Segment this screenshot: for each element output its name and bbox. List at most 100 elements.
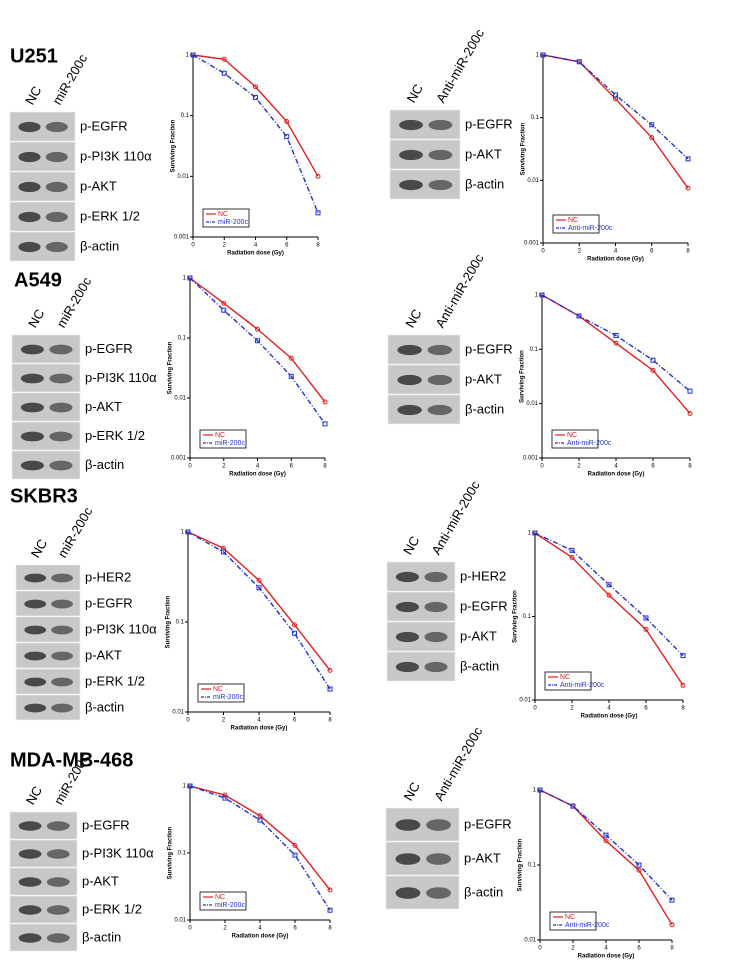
series-line — [542, 54, 689, 189]
data-point — [292, 622, 297, 628]
band-label: p-ERK 1/2 — [80, 208, 140, 223]
blot-signal — [399, 149, 423, 161]
data-point — [606, 592, 612, 598]
x-tick-label: 4 — [256, 464, 260, 470]
legend-label: Anti-miR-200c — [565, 922, 610, 929]
band-label: β-actin — [85, 699, 124, 714]
blot-signal — [24, 625, 47, 635]
y-tick-label: 0.1 — [178, 851, 187, 857]
y-tick-label: 0.1 — [528, 863, 537, 869]
x-tick-label: 8 — [316, 243, 320, 249]
data-point — [685, 185, 691, 191]
x-tick-label: 6 — [293, 718, 297, 724]
band-label: p-AKT — [85, 647, 122, 662]
series-line — [541, 294, 691, 414]
blot-signal — [45, 241, 68, 253]
data-point — [288, 373, 294, 379]
blot-signal — [51, 599, 73, 609]
blot-signal — [397, 344, 422, 356]
x-tick-label: 0 — [191, 243, 195, 249]
lane-label: NC — [28, 536, 50, 560]
data-point — [687, 410, 693, 416]
data-point — [680, 653, 686, 659]
y-tick-label: 0.01 — [172, 710, 184, 716]
lane-label: NC — [404, 81, 426, 105]
blot-signal — [45, 151, 68, 163]
x-tick-label: 0 — [188, 464, 192, 470]
lane-label: miR-200c — [55, 504, 96, 560]
blot-signal — [399, 119, 423, 131]
band-label: p-PI3K 110α — [85, 621, 157, 636]
x-tick-label: 0 — [188, 926, 192, 932]
data-point — [322, 399, 328, 405]
y-tick-label: 0.01 — [526, 401, 538, 407]
blot-signal — [424, 571, 448, 583]
y-tick-label: 0.1 — [523, 614, 532, 620]
blot-signal — [46, 933, 70, 943]
x-tick-label: 0 — [533, 706, 537, 712]
legend-label: Anti-miR-200c — [567, 440, 612, 447]
data-point — [187, 275, 193, 281]
data-point — [327, 686, 333, 692]
x-tick-label: 6 — [644, 706, 648, 712]
y-tick-label: 0.1 — [530, 347, 539, 353]
blot-signal — [395, 631, 419, 643]
blot-signal — [20, 460, 44, 471]
blot-signal — [49, 431, 73, 442]
series-line — [534, 532, 684, 657]
blot-signal — [427, 404, 453, 416]
band-label: p-ERK 1/2 — [82, 901, 142, 916]
legend-label: NC — [215, 432, 225, 439]
band-label: p-HER2 — [85, 569, 131, 584]
x-tick-label: 6 — [650, 249, 654, 255]
data-point — [643, 615, 649, 621]
x-axis-label: Radiation dose (Gy) — [578, 954, 635, 960]
blot-signal — [51, 573, 73, 583]
band-label: p-PI3K 110α — [80, 148, 152, 163]
blot-signal — [426, 853, 451, 865]
cell-line-title: SKBR3 — [10, 485, 78, 507]
series-line — [541, 294, 691, 392]
band-label: p-EGFR — [82, 817, 130, 832]
series-line — [189, 277, 326, 425]
band-label: p-EGFR — [85, 341, 133, 356]
y-tick-label: 0.001 — [171, 456, 187, 462]
data-point — [669, 922, 675, 928]
series-line — [189, 277, 326, 403]
legend-label: miR-200c — [213, 694, 243, 701]
data-point — [649, 135, 655, 141]
blot-signal — [426, 819, 451, 831]
data-point — [315, 210, 321, 216]
blot-signal — [18, 211, 41, 223]
cell-line-title: A549 — [14, 269, 62, 291]
blot-signal — [45, 121, 68, 133]
y-axis-label: Surviving Fraction — [168, 341, 174, 394]
y-tick-label: 0.01 — [527, 178, 539, 184]
x-tick-label: 2 — [222, 464, 226, 470]
band-label: p-EGFR — [460, 598, 508, 613]
blot-signal — [397, 374, 422, 386]
x-axis-label: Radiation dose (Gy) — [229, 472, 286, 478]
band-label: β-actin — [85, 457, 124, 472]
blot-signal — [51, 625, 73, 635]
data-point — [322, 421, 328, 427]
y-axis-label: Surviving Fraction — [513, 590, 519, 643]
data-point — [221, 307, 227, 313]
data-point — [284, 119, 290, 125]
data-point — [256, 585, 262, 591]
data-point — [576, 59, 582, 65]
y-tick-label: 0.01 — [177, 174, 189, 180]
x-axis-label: Radiation dose (Gy) — [232, 934, 289, 940]
band-label: β-actin — [465, 401, 504, 416]
data-point — [222, 792, 228, 798]
band-label: p-EGFR — [465, 116, 513, 131]
blot-signal — [24, 703, 47, 713]
band-label: p-PI3K 110α — [85, 370, 157, 385]
blot-signal — [18, 849, 42, 859]
y-tick-label: 1 — [533, 788, 537, 794]
blot-signal — [18, 933, 42, 943]
cell-line-title: U251 — [10, 45, 58, 67]
data-point — [221, 56, 227, 62]
x-tick-label: 4 — [607, 706, 611, 712]
data-point — [288, 355, 294, 361]
